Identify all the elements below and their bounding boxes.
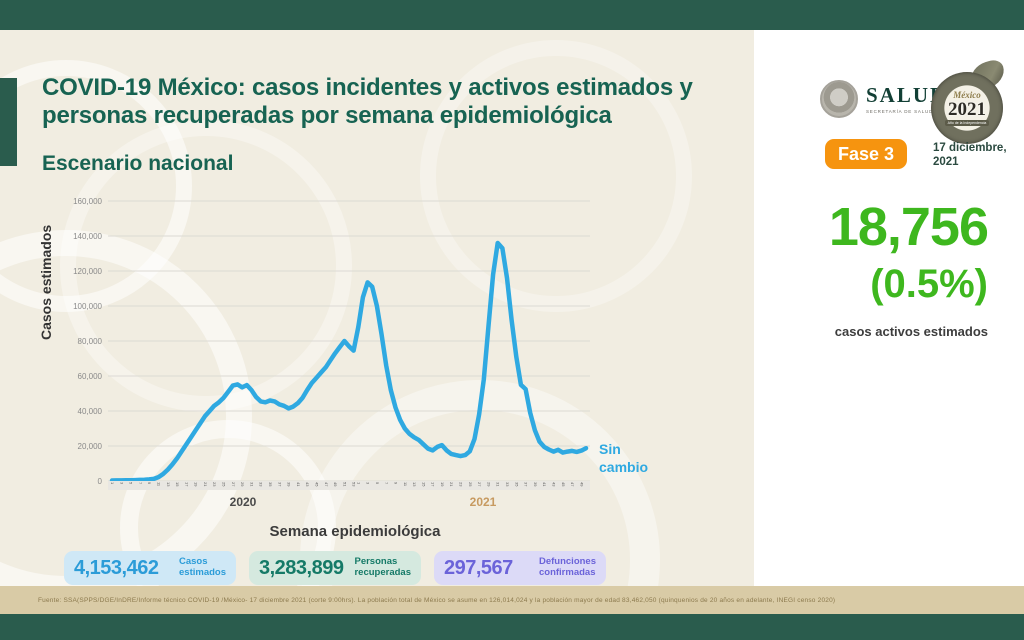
- x-axis-year-2021-label: 2021: [469, 495, 497, 509]
- stat-label: Casos estimados: [179, 556, 226, 578]
- mexico-independencia-caption: Año de la Independencia: [944, 119, 990, 126]
- top-green-band: [0, 0, 1024, 30]
- stat-label: Defunciones confirmadas: [538, 556, 596, 578]
- source-footer-band: Fuente: SSA(SPPS/DGE/InDRE/Informe técni…: [0, 586, 1024, 614]
- x-axis-title: Semana epidemiológica: [269, 523, 441, 540]
- left-green-accent-tab: [0, 78, 17, 166]
- slide-title: COVID-19 México: casos incidentes y acti…: [42, 74, 693, 129]
- stat-value: 297,567: [444, 556, 513, 579]
- mexico-script-text: México: [953, 89, 981, 100]
- sin-cambio-annotation: Sin cambio: [599, 441, 649, 476]
- slide-subtitle: Escenario nacional: [42, 152, 234, 175]
- salud-wordmark: SALUD: [866, 82, 948, 107]
- active-cases-label: casos activos estimados: [834, 324, 988, 339]
- salud-logo: SALUD SECRETARÍA DE SALUD: [820, 80, 947, 118]
- report-date: 17 diciembre, 2021: [933, 142, 1007, 169]
- active-cases-value: 18,756: [828, 197, 989, 257]
- x-axis-week-tick-band: 1 3 5 7 9 11 13 15 17 19 21 23 25 27 29 31 33 35 37 39 41 43 4…: [108, 481, 590, 490]
- stat-label: Personas recuperadas: [354, 556, 411, 578]
- chart-svg: [108, 200, 590, 483]
- stat-value: 3,283,899: [259, 556, 344, 579]
- active-cases-headline: 18,756 (0.5%) casos activos estimados: [770, 197, 989, 339]
- bottom-green-band: [0, 614, 1024, 640]
- x-axis-year-2020-label: 2020: [229, 495, 257, 509]
- stat-value: 4,153,462: [74, 556, 159, 579]
- fase-3-badge: Fase 3: [825, 139, 907, 169]
- y-axis-title: Casos estimados: [38, 224, 54, 340]
- salud-eagle-emblem-icon: [820, 80, 858, 118]
- salud-secretaria-caption: SECRETARÍA DE SALUD: [866, 108, 934, 114]
- serpent-ring-icon: [931, 72, 1003, 144]
- source-footer-text: Fuente: SSA(SPPS/DGE/InDRE/Informe técni…: [38, 596, 836, 604]
- stat-pill-casos-estimados: 4,153,462 Casos estimados: [64, 551, 236, 585]
- stat-pill-defunciones-confirmadas: 297,567 Defunciones confirmadas: [434, 551, 606, 585]
- mexico-year-text: 2021: [948, 98, 986, 120]
- summary-stats-row: 4,153,462 Casos estimados 3,283,899 Perso…: [64, 551, 606, 585]
- active-cases-percent: (0.5%): [870, 262, 988, 306]
- mexico-2021-badge: México 2021 Año de la Independencia: [931, 57, 1009, 148]
- stat-pill-personas-recuperadas: 3,283,899 Personas recuperadas: [249, 551, 421, 585]
